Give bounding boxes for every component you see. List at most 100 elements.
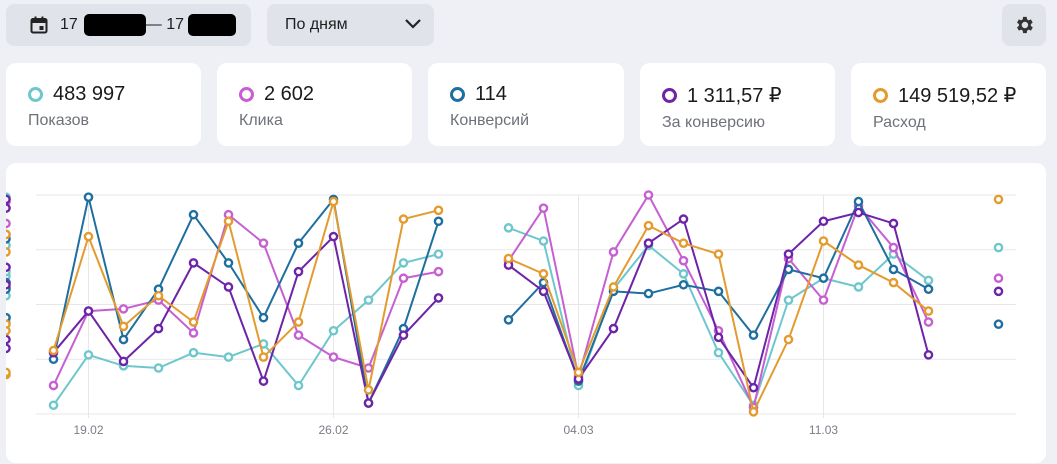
data-point[interactable]	[118, 356, 129, 367]
data-point[interactable]	[398, 330, 409, 340]
data-point[interactable]	[328, 196, 339, 207]
data-point[interactable]	[118, 334, 129, 345]
data-point[interactable]	[643, 190, 654, 200]
data-point[interactable]	[188, 258, 199, 268]
data-point[interactable]	[923, 317, 934, 327]
data-point[interactable]	[748, 407, 759, 417]
line-chart[interactable]: 19.02 26.02 04.03 11.03	[1, 163, 1046, 459]
data-point[interactable]	[328, 325, 339, 336]
data-point[interactable]	[853, 282, 864, 292]
data-point[interactable]	[538, 286, 549, 297]
data-point[interactable]	[818, 295, 829, 305]
data-point[interactable]	[853, 196, 864, 207]
data-point[interactable]	[153, 290, 164, 301]
metric-card-impressions[interactable]: 483 997 Показов	[6, 63, 201, 146]
data-point[interactable]	[223, 282, 234, 292]
data-point[interactable]	[573, 367, 584, 378]
data-point[interactable]	[818, 236, 829, 246]
data-point[interactable]	[678, 255, 689, 266]
data-point[interactable]	[363, 295, 374, 305]
data-point[interactable]	[398, 273, 409, 284]
metric-card-clicks[interactable]: 2 602 Клика	[217, 63, 412, 146]
data-point[interactable]	[293, 380, 304, 391]
data-point[interactable]	[993, 273, 1004, 284]
data-point[interactable]	[398, 258, 409, 268]
data-point[interactable]	[923, 306, 934, 316]
settings-button[interactable]	[1002, 4, 1046, 46]
data-point[interactable]	[433, 293, 444, 303]
data-point[interactable]	[1, 334, 11, 345]
data-point[interactable]	[678, 238, 689, 248]
data-point[interactable]	[538, 269, 549, 279]
data-point[interactable]	[503, 315, 514, 325]
data-point[interactable]	[153, 323, 164, 334]
data-point[interactable]	[888, 218, 899, 229]
data-point[interactable]	[818, 216, 829, 227]
data-point[interactable]	[293, 266, 304, 277]
data-point[interactable]	[783, 334, 794, 345]
data-point[interactable]	[923, 350, 934, 360]
data-point[interactable]	[118, 304, 129, 314]
data-point[interactable]	[188, 328, 199, 338]
data-point[interactable]	[433, 266, 444, 277]
data-point[interactable]	[363, 363, 374, 373]
data-point[interactable]	[608, 282, 619, 292]
data-point[interactable]	[258, 238, 269, 248]
data-point[interactable]	[643, 288, 654, 299]
data-point[interactable]	[398, 214, 409, 224]
data-point[interactable]	[888, 242, 899, 253]
data-point[interactable]	[433, 249, 444, 259]
data-point[interactable]	[83, 231, 94, 242]
data-point[interactable]	[503, 223, 514, 233]
data-point[interactable]	[888, 277, 899, 288]
data-point[interactable]	[993, 194, 1004, 205]
data-point[interactable]	[83, 306, 94, 316]
data-point[interactable]	[48, 400, 59, 411]
data-point[interactable]	[188, 317, 199, 327]
data-point[interactable]	[818, 273, 829, 284]
data-point[interactable]	[888, 264, 899, 275]
data-point[interactable]	[1, 343, 11, 354]
data-point[interactable]	[293, 238, 304, 248]
data-point[interactable]	[1, 279, 11, 290]
metric-card-cost-per-conversion[interactable]: 1 311,57 ₽ За конверсию	[640, 63, 835, 146]
data-point[interactable]	[608, 323, 619, 334]
data-point[interactable]	[433, 216, 444, 227]
data-point[interactable]	[853, 207, 864, 218]
data-point[interactable]	[363, 385, 374, 395]
data-point[interactable]	[713, 286, 724, 297]
data-point[interactable]	[188, 347, 199, 358]
data-point[interactable]	[328, 352, 339, 362]
data-point[interactable]	[83, 350, 94, 360]
data-point[interactable]	[258, 312, 269, 323]
data-point[interactable]	[433, 205, 444, 216]
data-point[interactable]	[223, 258, 234, 268]
data-point[interactable]	[1, 194, 11, 205]
data-point[interactable]	[748, 382, 759, 393]
data-point[interactable]	[853, 260, 864, 270]
data-point[interactable]	[363, 398, 374, 408]
date-range-picker[interactable]: 17 — 17	[6, 4, 251, 46]
data-point[interactable]	[678, 269, 689, 279]
data-point[interactable]	[328, 231, 339, 242]
data-point[interactable]	[923, 284, 934, 294]
data-point[interactable]	[993, 286, 1004, 297]
data-point[interactable]	[1, 218, 11, 229]
data-point[interactable]	[783, 249, 794, 259]
data-point[interactable]	[678, 214, 689, 224]
data-point[interactable]	[993, 319, 1004, 330]
data-point[interactable]	[223, 352, 234, 362]
data-point[interactable]	[643, 220, 654, 231]
data-point[interactable]	[538, 236, 549, 246]
data-point[interactable]	[993, 242, 1004, 253]
data-point[interactable]	[293, 317, 304, 327]
metric-card-spend[interactable]: 149 519,52 ₽ Расход	[851, 63, 1046, 146]
data-point[interactable]	[608, 247, 619, 257]
data-point[interactable]	[258, 352, 269, 362]
data-point[interactable]	[1, 203, 11, 213]
metric-card-conversions[interactable]: 114 Конверсий	[428, 63, 624, 146]
data-point[interactable]	[1, 325, 11, 336]
data-point[interactable]	[923, 275, 934, 286]
data-point[interactable]	[153, 363, 164, 373]
data-point[interactable]	[1, 262, 11, 273]
